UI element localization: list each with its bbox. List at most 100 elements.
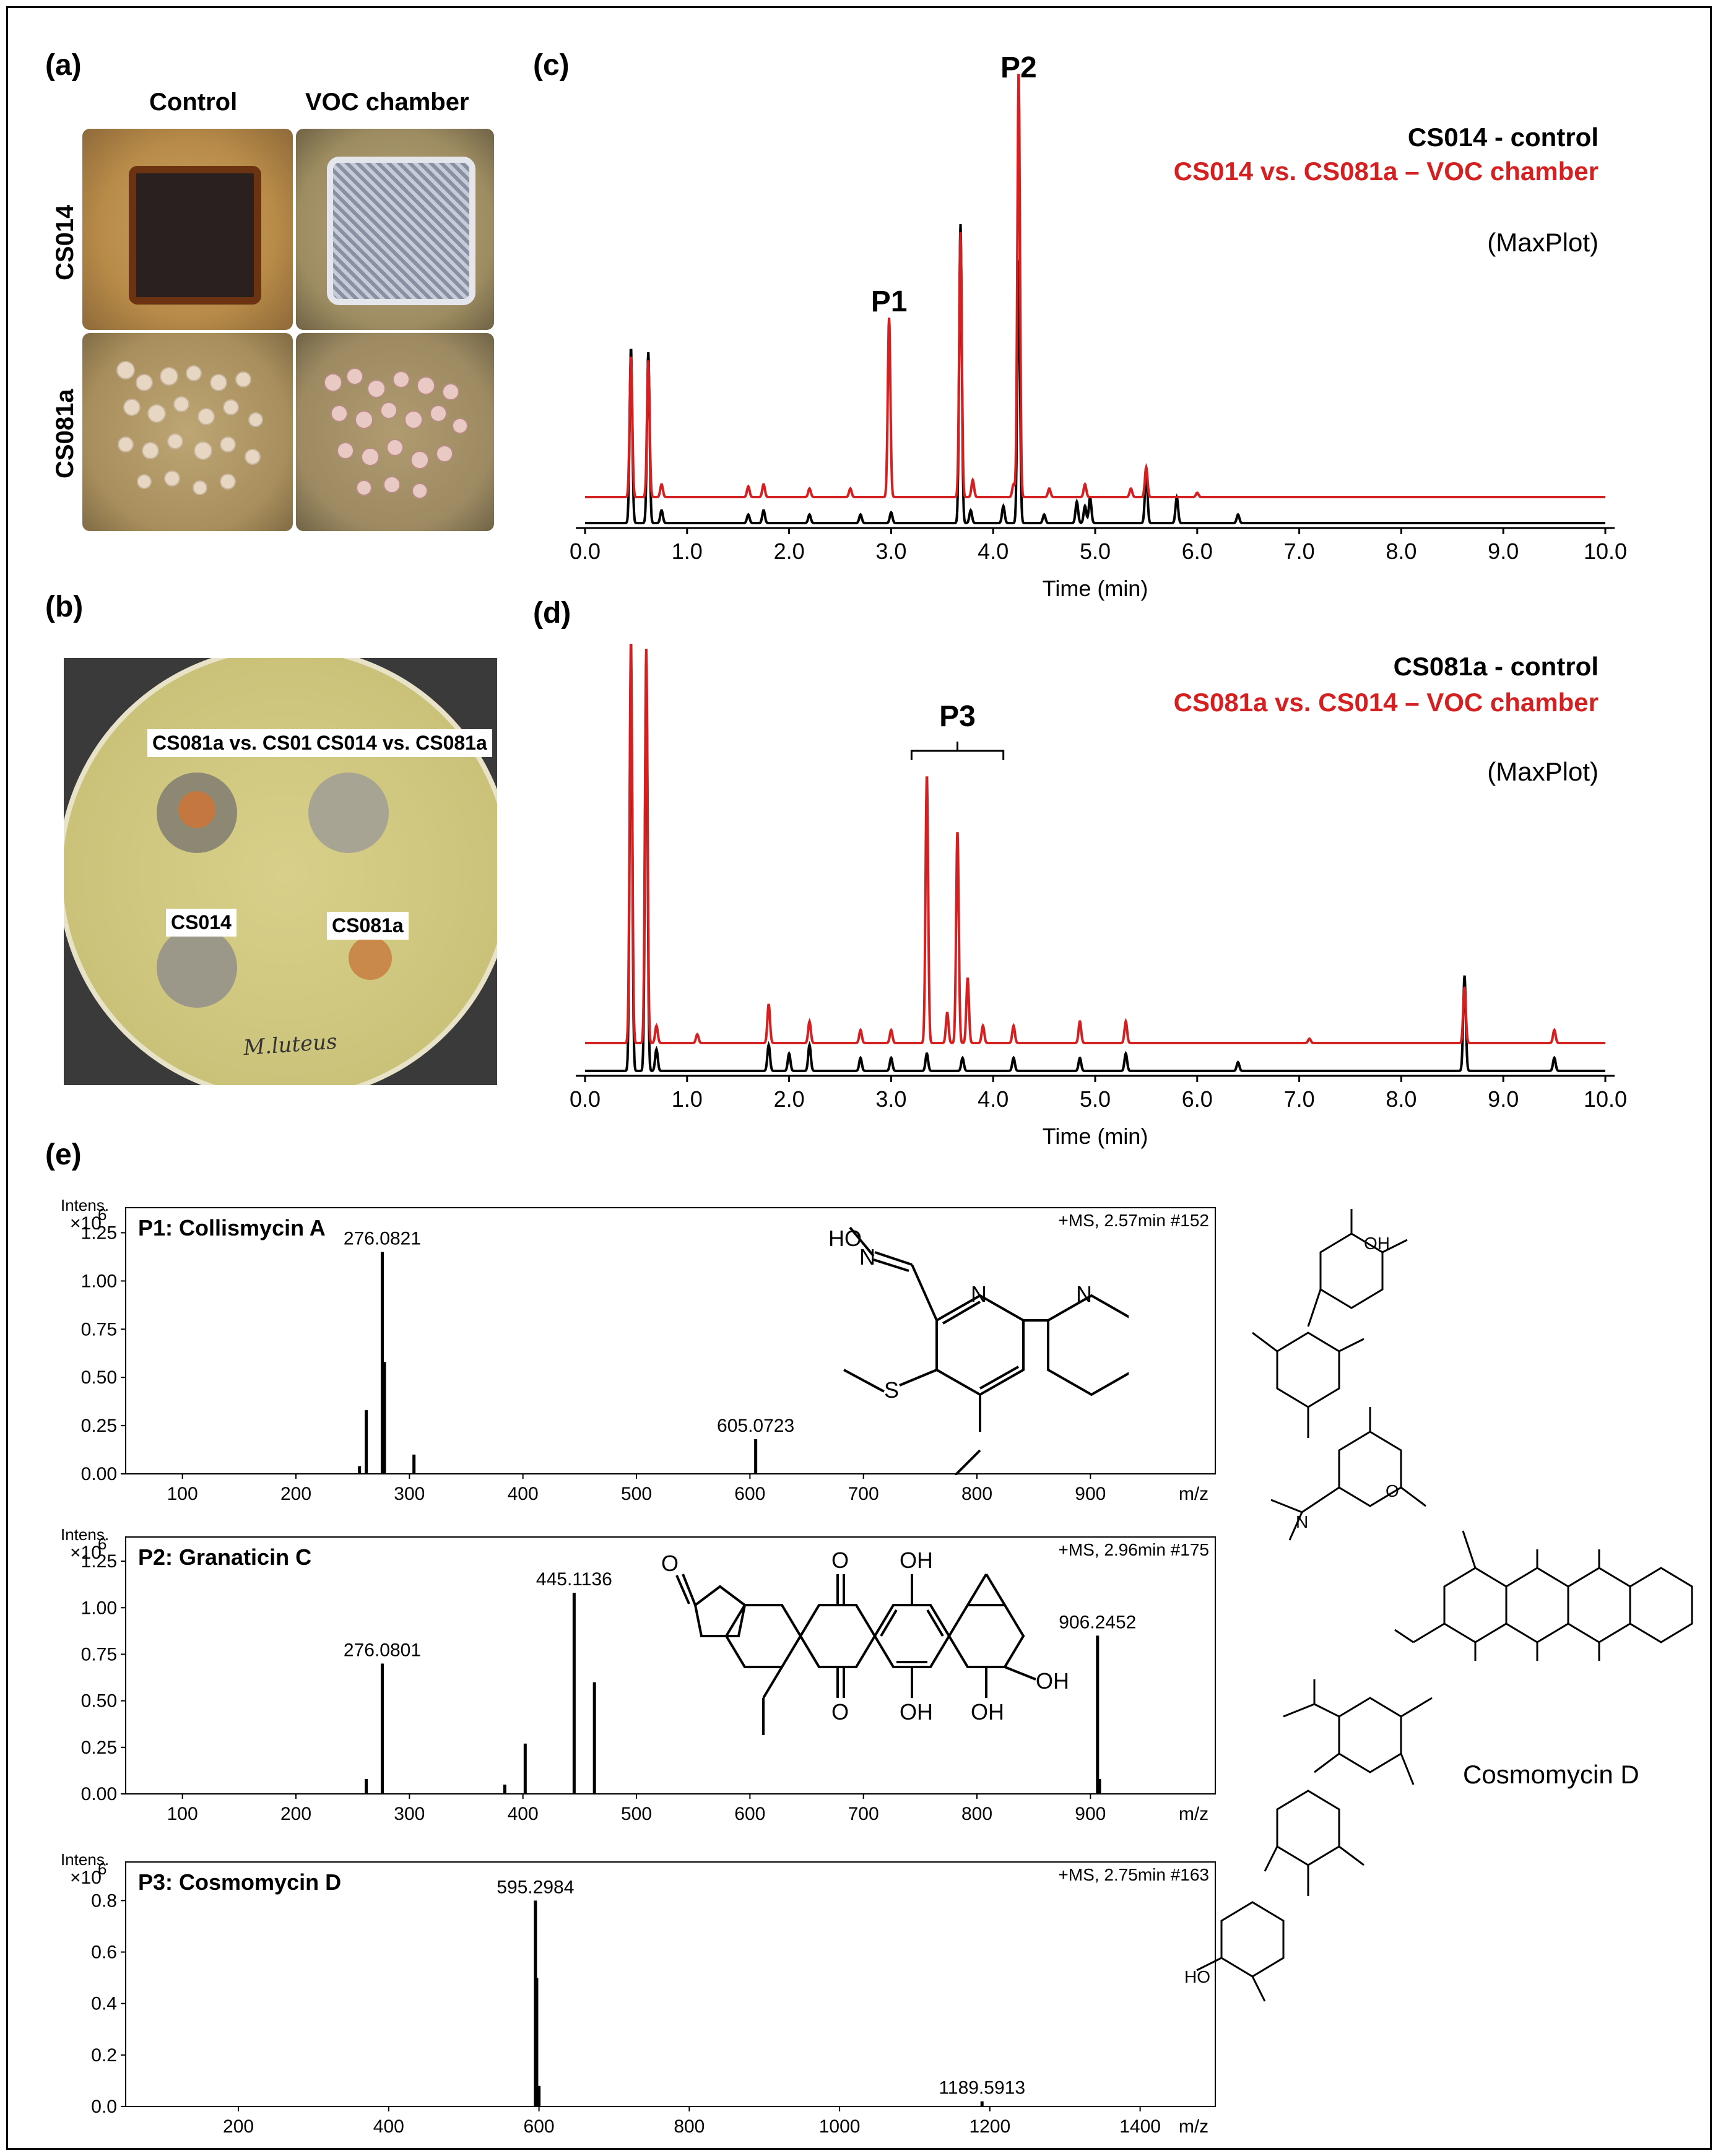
y-tick-label: 0.50 <box>81 1691 117 1712</box>
x-axis-label: Time (min) <box>1043 1123 1148 1149</box>
y-tick-label: 0.00 <box>81 1784 117 1804</box>
x-tick-label: 4.0 <box>978 539 1009 564</box>
peak-mz-label: 276.0821 <box>344 1229 421 1249</box>
y-axis-exponent: 6 <box>98 1205 106 1224</box>
x-tick-label: 8.0 <box>1386 539 1416 564</box>
x-tick-label: 600 <box>524 2116 555 2137</box>
column-header-voc: VOC chamber <box>305 89 469 116</box>
y-tick-label: 1.25 <box>81 1551 117 1572</box>
x-axis-label: Time (min) <box>1043 576 1148 601</box>
mass-spectrum-p1: Intens.×106 P1: Collismycin A +MS, 2.57min… <box>61 1196 1216 1504</box>
peak-label-p2: P2 <box>1000 51 1037 84</box>
x-tick-label: 400 <box>508 1484 539 1504</box>
series-line <box>585 644 1605 1044</box>
x-tick-label: 600 <box>734 1484 765 1504</box>
y-axis-exponent: 6 <box>98 1859 106 1878</box>
x-tick-label: 1.0 <box>672 1086 703 1112</box>
x-tick-label: 5.0 <box>1080 539 1111 564</box>
mass-spectrum-p2: Intens.×106 P2: Granaticin C +MS, 2.96min … <box>61 1525 1216 1824</box>
x-tick-label: 900 <box>1075 1484 1106 1504</box>
x-tick-label: 800 <box>961 1484 992 1504</box>
legend-black: CS081a - control <box>1393 652 1599 681</box>
maxplot-label: (MaxPlot) <box>1487 228 1599 257</box>
x-tick-label: 200 <box>223 2116 254 2137</box>
colony-spot <box>178 791 215 828</box>
x-tick-label: 600 <box>734 1804 765 1824</box>
x-tick-label: 10.0 <box>1584 1086 1627 1112</box>
y-tick-label: 0.8 <box>91 1890 117 1911</box>
x-tick-label: 700 <box>848 1484 879 1504</box>
y-tick-label: 0.6 <box>91 1942 117 1963</box>
structure-granaticin-c: O OH OH OH OH O O <box>661 1548 1069 1735</box>
x-tick-label: 300 <box>394 1484 425 1504</box>
spectrum-title: P2: Granaticin C <box>138 1544 311 1570</box>
panel-a-label: (a) <box>45 49 82 82</box>
spectrum-info: +MS, 2.75min #163 <box>1058 1865 1209 1884</box>
spectrum-info: +MS, 2.57min #152 <box>1058 1211 1209 1230</box>
peak-mz-label: 276.0801 <box>344 1640 421 1660</box>
panel-e-label: (e) <box>45 1138 82 1171</box>
x-tick-label: 400 <box>373 2116 404 2137</box>
chem-atom: O <box>831 1548 849 1573</box>
colony-spot <box>349 937 392 980</box>
chem-atom: O <box>831 1699 849 1725</box>
chem-atom: OH <box>900 1699 933 1725</box>
inhibition-zone <box>157 927 237 1008</box>
x-tick-label: 0.0 <box>570 539 601 564</box>
x-tick-label: 700 <box>848 1804 879 1824</box>
panel-c-label: (c) <box>533 49 570 82</box>
x-tick-label: 1400 <box>1119 2116 1161 2137</box>
y-axis-label: Intens. <box>61 1850 109 1869</box>
plot-frame <box>125 1207 1216 1474</box>
x-tick-label: 2.0 <box>774 1086 805 1112</box>
y-tick-label: 0.75 <box>81 1644 117 1665</box>
x-tick-label: 800 <box>674 2116 705 2137</box>
column-header-control: Control <box>149 89 238 116</box>
x-tick-label: 500 <box>621 1484 652 1504</box>
x-tick-label: 9.0 <box>1488 1086 1519 1112</box>
peak-mz-label: 595.2984 <box>497 1877 574 1897</box>
panel-d-label: (d) <box>533 597 571 630</box>
x-tick-label: 200 <box>280 1804 311 1824</box>
colony-lawn <box>129 166 261 305</box>
y-axis-label: Intens. <box>61 1196 109 1214</box>
plate-cs081a-voc <box>296 333 494 531</box>
chem-atom: OH <box>1036 1668 1069 1694</box>
chem-atom: HO <box>828 1226 862 1251</box>
y-tick-label: 0.75 <box>81 1319 117 1340</box>
peak-label-p1: P1 <box>871 285 908 318</box>
legend-black: CS014 - control <box>1407 123 1599 152</box>
plot-frame <box>125 1861 1216 2107</box>
y-axis-scale: ×10 <box>70 1213 102 1234</box>
peak-mz-label: 445.1136 <box>536 1569 612 1590</box>
y-axis-scale: ×10 <box>70 1868 102 1888</box>
x-tick-label: 4.0 <box>978 1086 1009 1112</box>
peak-mz-label: 605.0723 <box>717 1416 794 1436</box>
y-tick-label: 1.25 <box>81 1223 117 1244</box>
x-axis-label: m/z <box>1179 2116 1208 2137</box>
x-tick-label: 500 <box>621 1804 652 1824</box>
x-tick-label: 1200 <box>969 2116 1010 2137</box>
x-tick-label: 3.0 <box>875 1086 906 1112</box>
y-tick-label: 0.25 <box>81 1738 117 1758</box>
spot-label: CS081a vs. CS014 <box>147 729 328 757</box>
spectrum-title: P1: Collismycin A <box>138 1215 326 1240</box>
chem-atom: OH <box>900 1548 933 1573</box>
plot-frame <box>125 1536 1216 1795</box>
legend-red: CS081a vs. CS014 – VOC chamber <box>1173 688 1599 717</box>
chem-atom: HO <box>1184 1967 1210 1986</box>
peak-mz-label: 1189.5913 <box>939 2078 1025 2098</box>
x-tick-label: 3.0 <box>875 539 906 564</box>
y-tick-label: 0.25 <box>81 1416 117 1436</box>
x-tick-label: 7.0 <box>1284 539 1315 564</box>
colonies <box>324 368 468 499</box>
y-tick-label: 1.00 <box>81 1271 117 1291</box>
maxplot-label: (MaxPlot) <box>1487 757 1599 786</box>
chem-atom: O <box>661 1551 679 1576</box>
x-tick-label: 5.0 <box>1080 1086 1111 1112</box>
compound-name: Cosmomycin D <box>1463 1760 1639 1789</box>
y-tick-label: 1.00 <box>81 1598 117 1618</box>
spot-label: CS081a <box>327 912 409 940</box>
plate-cs081a-control <box>82 333 293 531</box>
y-tick-label: 0.0 <box>91 2097 117 2117</box>
